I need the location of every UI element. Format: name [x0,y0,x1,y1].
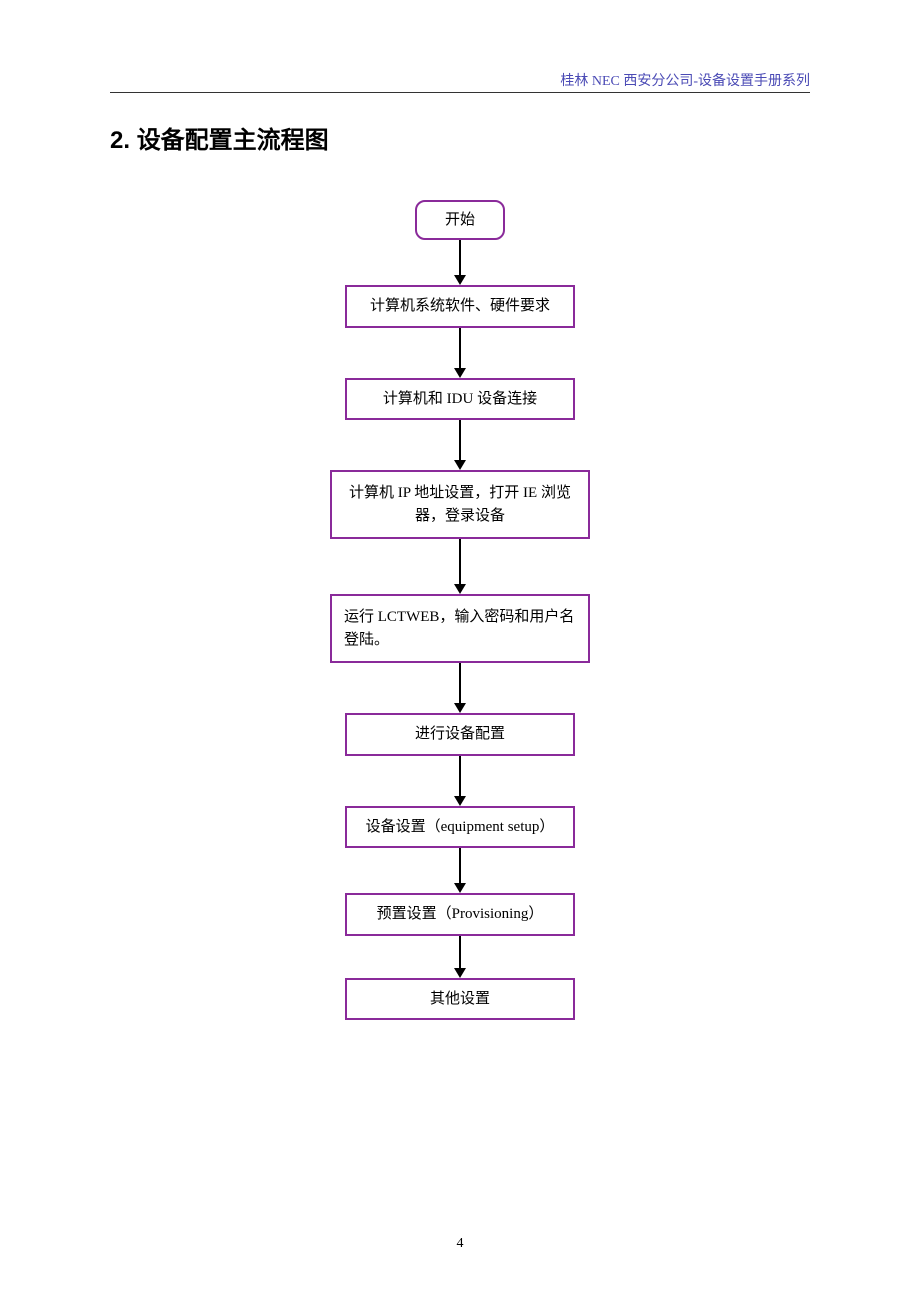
arrow-head-icon [454,968,466,978]
flow-node-prov: 预置设置（Provisioning） [345,893,575,936]
arrow-head-icon [454,796,466,806]
arrow-head-icon [454,275,466,285]
flow-node-start: 开始 [415,200,505,240]
section-title-text: 设备配置主流程图 [137,127,329,154]
arrow-head-icon [454,460,466,470]
flow-arrow [454,663,466,713]
flow-node-req: 计算机系统软件、硬件要求 [345,285,575,328]
page-number: 4 [457,1236,464,1252]
flow-arrow [454,420,466,470]
arrow-line [459,936,461,968]
flow-node-config: 进行设备配置 [345,713,575,756]
arrow-line [459,539,461,584]
flow-node-lctweb: 运行 LCTWEB，输入密码和用户名登陆。 [330,594,590,663]
flow-node-other: 其他设置 [345,978,575,1021]
arrow-line [459,328,461,368]
section-title: 2. 设备配置主流程图 [110,120,329,155]
flow-arrow [454,936,466,978]
arrow-head-icon [454,584,466,594]
page-header: 桂林 NEC 西安分公司-设备设置手册系列 [110,70,810,93]
arrow-line [459,663,461,703]
flow-arrow [454,756,466,806]
flow-node-equip: 设备设置（equipment setup） [345,806,575,849]
arrow-line [459,756,461,796]
flow-arrow [454,848,466,893]
flow-arrow [454,240,466,285]
flow-node-ip: 计算机 IP 地址设置，打开 IE 浏览器，登录设备 [330,470,590,539]
arrow-line [459,240,461,275]
header-text: 桂林 NEC 西安分公司-设备设置手册系列 [560,74,810,89]
flowchart-container: 开始计算机系统软件、硬件要求计算机和 IDU 设备连接计算机 IP 地址设置，打… [330,200,590,1020]
flow-node-connect: 计算机和 IDU 设备连接 [345,378,575,421]
flow-arrow [454,328,466,378]
arrow-head-icon [454,703,466,713]
arrow-head-icon [454,883,466,893]
section-number: 2. [110,127,130,154]
arrow-line [459,420,461,460]
arrow-head-icon [454,368,466,378]
flow-arrow [454,539,466,594]
arrow-line [459,848,461,883]
